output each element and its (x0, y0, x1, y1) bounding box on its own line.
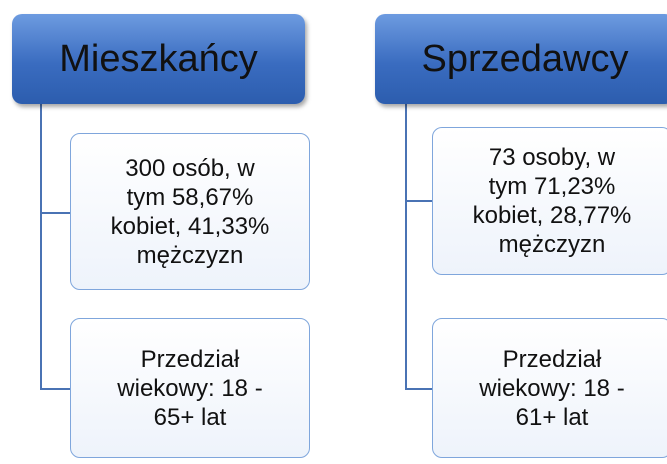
connector (405, 104, 407, 389)
text-line: 300 osób, w (125, 154, 255, 182)
connector (40, 388, 70, 390)
text-line: Przedział (140, 345, 240, 373)
connector (40, 212, 70, 214)
text-line: kobiet, 41,33% (110, 212, 270, 240)
text-line: kobiet, 28,77% (472, 202, 632, 229)
text-line: 73 osoby, w (488, 144, 616, 171)
child-box: Przedział wiekowy: 18 -65+ lat (70, 318, 310, 458)
text-line: 61+ lat (515, 403, 589, 431)
connector (40, 104, 42, 389)
child-box: 300 osób, w tym 58,67% kobiet, 41,33% mężcz… (70, 133, 310, 290)
text-line: Przedział (502, 345, 602, 373)
child-box: 73 osoby, w tym 71,23% kobiet, 28,77% mężcz… (432, 127, 667, 275)
text-line: mężczyzn (136, 241, 244, 269)
text-line: mężczyzn (498, 231, 606, 258)
text-line: wiekowy: 18 - (117, 374, 263, 402)
header-box: Sprzedawcy (375, 14, 667, 104)
text-line: tym 71,23% (488, 173, 616, 200)
child-box: Przedział wiekowy: 18 -61+ lat (432, 318, 667, 458)
connector (405, 388, 432, 390)
text-line: 65+ lat (153, 403, 227, 431)
connector (405, 200, 432, 202)
text-line: wiekowy: 18 - (479, 374, 625, 402)
text-line: tym 58,67% (126, 183, 254, 211)
header-box: Mieszkańcy (12, 14, 305, 104)
